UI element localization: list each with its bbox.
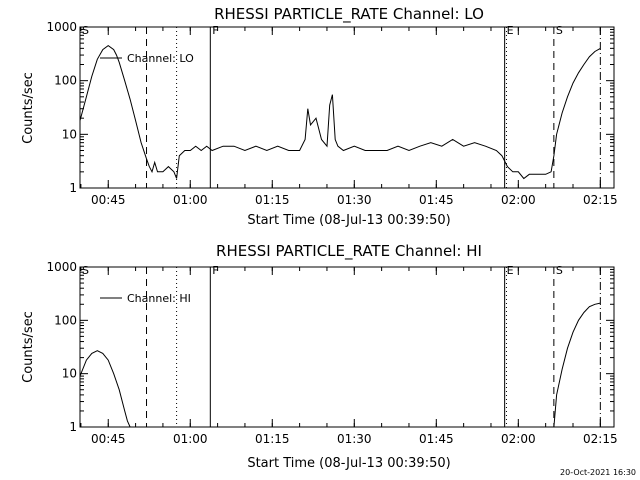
- lo-marker-label: S: [556, 24, 563, 37]
- lo-x-tick-label: 01:00: [173, 193, 208, 207]
- hi-x-tick-label: 02:00: [501, 432, 536, 446]
- lo-y-tick-label: 10: [62, 127, 77, 141]
- hi-y-axis-label: Counts/sec: [21, 311, 36, 383]
- lo-marker-label: F: [212, 24, 218, 37]
- hi-x-axis-label: Start Time (08-Jul-13 00:39:50): [247, 456, 450, 471]
- hi-y-tick-label: 10: [62, 367, 77, 381]
- lo-y-tick-label: 1: [69, 181, 77, 195]
- lo-x-axis-label: Start Time (08-Jul-13 00:39:50): [247, 213, 450, 228]
- lo-axes-frame: [79, 26, 615, 189]
- lo-chart-title: RHESSI PARTICLE_RATE Channel: LO: [214, 5, 484, 24]
- lo-y-tick-label: 1000: [46, 20, 77, 34]
- lo-marker-label: S: [82, 24, 89, 37]
- lo-y-tick-label: 100: [54, 74, 77, 88]
- lo-x-tick-label: 00:45: [91, 193, 126, 207]
- lo-x-tick-label: 02:15: [583, 193, 618, 207]
- lo-x-tick-label: 01:45: [419, 193, 454, 207]
- hi-channel-panel: RHESSI PARTICLE_RATE Channel: HI Counts/…: [21, 242, 618, 471]
- hi-x-tick-label: 02:15: [583, 432, 618, 446]
- hi-y-tick-label: 100: [54, 313, 77, 327]
- hi-marker-label: E: [507, 264, 514, 277]
- hi-x-tick-label: 01:30: [337, 432, 372, 446]
- hi-marker-label: S: [556, 264, 563, 277]
- lo-y-axis-label: Counts/sec: [21, 72, 36, 144]
- lo-marker-label: E: [507, 24, 514, 37]
- generation-date: 20-Oct-2021 16:30: [560, 468, 636, 477]
- hi-series-line: [553, 302, 601, 428]
- hi-x-tick-label: 00:45: [91, 432, 126, 446]
- hi-series-line: [79, 350, 131, 428]
- hi-marker-label: F: [212, 264, 218, 277]
- hi-legend-label: Channel: HI: [127, 292, 191, 305]
- lo-channel-panel: RHESSI PARTICLE_RATE Channel: LO Counts/…: [21, 5, 618, 228]
- hi-chart-title: RHESSI PARTICLE_RATE Channel: HI: [216, 242, 482, 261]
- hi-y-tick-label: 1000: [46, 260, 77, 274]
- hi-axes-frame: [79, 266, 615, 428]
- lo-x-tick-label: 01:30: [337, 193, 372, 207]
- lo-series-line: [79, 44, 601, 180]
- hi-y-tick-label: 1: [69, 420, 77, 434]
- hi-x-tick-label: 01:45: [419, 432, 454, 446]
- lo-x-tick-label: 01:15: [255, 193, 290, 207]
- lo-legend-label: Channel: LO: [127, 52, 194, 65]
- lo-x-tick-label: 02:00: [501, 193, 536, 207]
- hi-x-tick-label: 01:00: [173, 432, 208, 446]
- hi-marker-label: S: [82, 264, 89, 277]
- hi-x-tick-label: 01:15: [255, 432, 290, 446]
